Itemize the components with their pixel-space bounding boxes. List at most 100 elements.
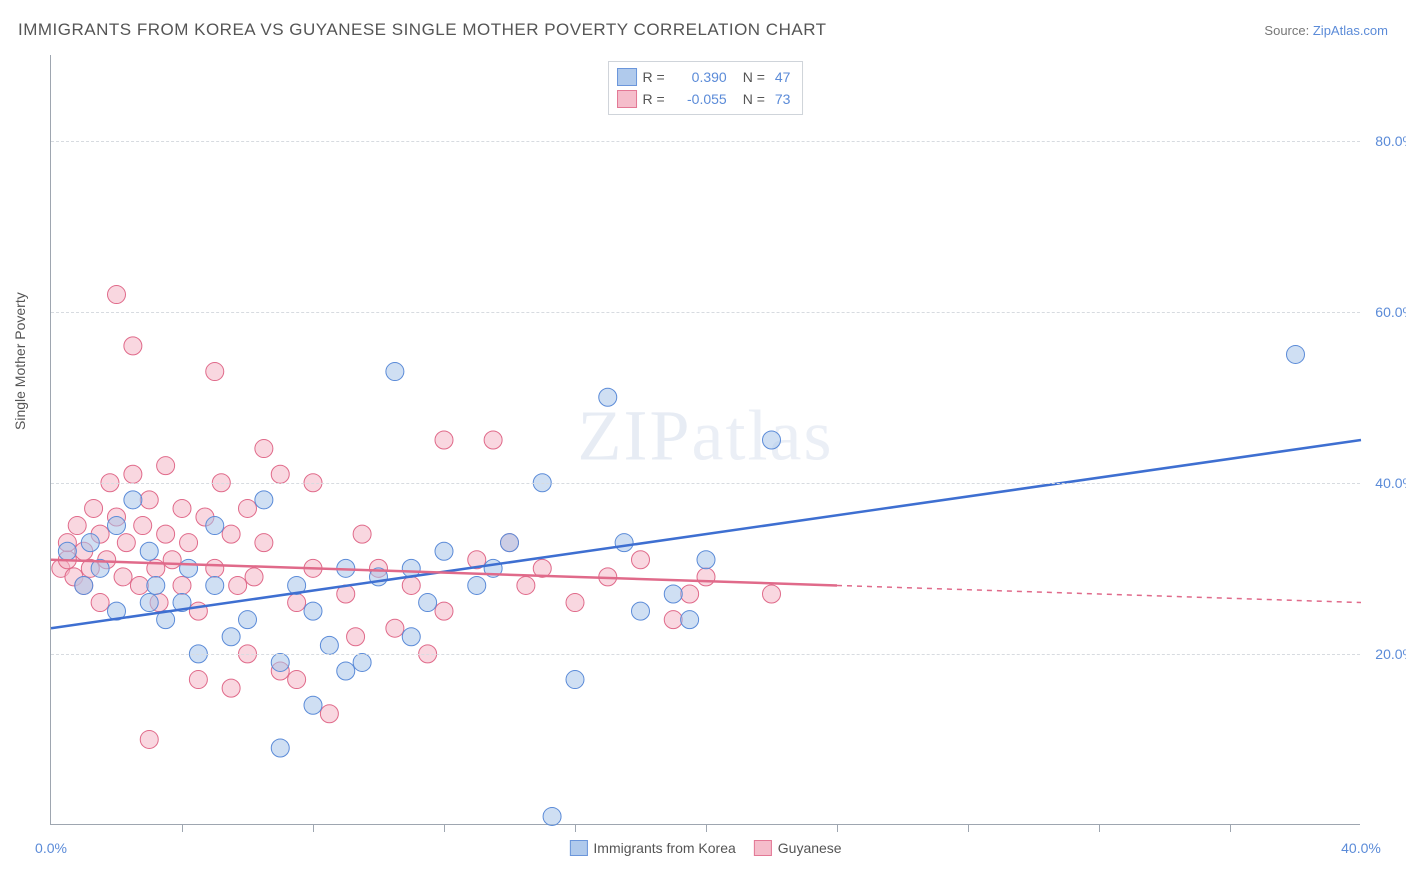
data-point: [664, 611, 682, 629]
data-point: [402, 628, 420, 646]
swatch-guyanese: [617, 90, 637, 108]
data-point: [566, 671, 584, 689]
data-point: [353, 525, 371, 543]
data-point: [124, 337, 142, 355]
data-point: [189, 602, 207, 620]
data-point: [402, 576, 420, 594]
data-point: [255, 440, 273, 458]
data-point: [1287, 345, 1305, 363]
y-tick-label: 40.0%: [1375, 475, 1406, 491]
data-point: [543, 807, 561, 825]
data-point: [245, 568, 263, 586]
data-point: [304, 696, 322, 714]
data-point: [320, 636, 338, 654]
source-label: Source: ZipAtlas.com: [1264, 23, 1388, 38]
legend-row-korea: R = 0.390 N = 47: [617, 66, 791, 88]
data-point: [180, 559, 198, 577]
x-tick-label: 40.0%: [1341, 840, 1381, 856]
data-point: [501, 534, 519, 552]
trend-line-dashed: [837, 585, 1361, 602]
y-tick-label: 80.0%: [1375, 133, 1406, 149]
data-point: [566, 594, 584, 612]
data-point: [681, 611, 699, 629]
data-point: [206, 363, 224, 381]
chart-title: IMMIGRANTS FROM KOREA VS GUYANESE SINGLE…: [18, 20, 827, 40]
data-point: [134, 517, 152, 535]
data-point: [206, 517, 224, 535]
y-tick-label: 60.0%: [1375, 304, 1406, 320]
data-point: [114, 568, 132, 586]
data-point: [130, 576, 148, 594]
data-point: [271, 739, 289, 757]
data-point: [108, 517, 126, 535]
data-point: [697, 568, 715, 586]
data-point: [239, 611, 257, 629]
y-tick-label: 20.0%: [1375, 646, 1406, 662]
data-point: [147, 576, 165, 594]
data-point: [180, 534, 198, 552]
header: IMMIGRANTS FROM KOREA VS GUYANESE SINGLE…: [18, 20, 1388, 40]
source-link[interactable]: ZipAtlas.com: [1313, 23, 1388, 38]
data-point: [435, 431, 453, 449]
data-point: [517, 576, 535, 594]
data-point: [337, 662, 355, 680]
data-point: [304, 602, 322, 620]
data-point: [681, 585, 699, 603]
swatch-korea: [617, 68, 637, 86]
data-point: [124, 491, 142, 509]
data-point: [206, 559, 224, 577]
swatch-guyanese-icon: [754, 840, 772, 856]
data-point: [386, 363, 404, 381]
data-point: [81, 534, 99, 552]
data-point: [763, 585, 781, 603]
data-point: [163, 551, 181, 569]
data-point: [288, 671, 306, 689]
data-point: [157, 525, 175, 543]
data-point: [117, 534, 135, 552]
legend-item-korea: Immigrants from Korea: [569, 840, 735, 856]
data-point: [124, 465, 142, 483]
data-point: [435, 542, 453, 560]
data-point: [68, 517, 86, 535]
data-point: [189, 671, 207, 689]
legend-item-guyanese: Guyanese: [754, 840, 842, 856]
data-point: [173, 576, 191, 594]
trend-line: [51, 560, 837, 586]
data-point: [173, 499, 191, 517]
legend-row-guyanese: R = -0.055 N = 73: [617, 88, 791, 110]
data-point: [222, 628, 240, 646]
data-point: [229, 576, 247, 594]
scatter-chart: [51, 55, 1360, 824]
data-point: [140, 542, 158, 560]
data-point: [206, 576, 224, 594]
data-point: [140, 594, 158, 612]
data-point: [435, 602, 453, 620]
data-point: [763, 431, 781, 449]
data-point: [271, 465, 289, 483]
data-point: [140, 491, 158, 509]
data-point: [615, 534, 633, 552]
data-point: [599, 388, 617, 406]
plot-area: R = 0.390 N = 47 R = -0.055 N = 73 ZIPat…: [50, 55, 1360, 825]
data-point: [697, 551, 715, 569]
data-point: [288, 594, 306, 612]
data-point: [320, 705, 338, 723]
data-point: [239, 499, 257, 517]
data-point: [419, 594, 437, 612]
data-point: [140, 730, 158, 748]
data-point: [58, 542, 76, 560]
data-point: [271, 653, 289, 671]
data-point: [157, 457, 175, 475]
trend-line: [51, 440, 1361, 628]
data-point: [386, 619, 404, 637]
data-point: [347, 628, 365, 646]
data-point: [222, 525, 240, 543]
data-point: [255, 534, 273, 552]
data-point: [468, 576, 486, 594]
data-point: [85, 499, 103, 517]
data-point: [632, 551, 650, 569]
correlation-legend: R = 0.390 N = 47 R = -0.055 N = 73: [608, 61, 804, 115]
y-axis-title: Single Mother Poverty: [12, 292, 28, 430]
data-point: [632, 602, 650, 620]
data-point: [108, 286, 126, 304]
